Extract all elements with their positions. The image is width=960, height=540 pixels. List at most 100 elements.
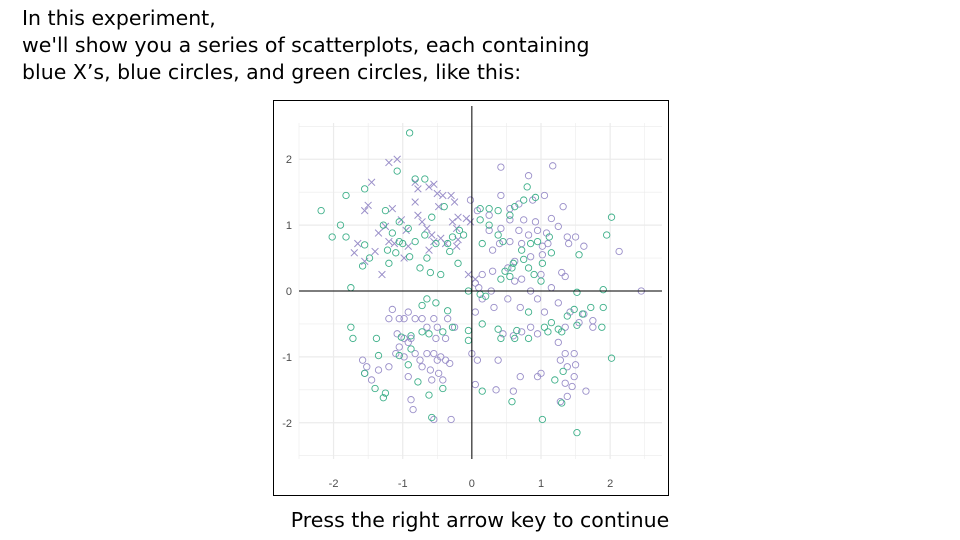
data-point-blue-circle xyxy=(497,224,505,233)
x-stroke xyxy=(423,224,431,233)
data-point-x xyxy=(450,198,459,206)
data-point-green-circle xyxy=(533,237,542,246)
data-point-blue-circle xyxy=(388,305,396,314)
x-stroke xyxy=(354,239,362,248)
data-point-green-circle xyxy=(336,221,345,229)
data-point-x xyxy=(371,247,379,256)
data-point-green-circle xyxy=(361,241,369,249)
data-point-green-circle xyxy=(358,262,367,270)
data-point-blue-circle xyxy=(506,237,514,246)
data-point-green-circle xyxy=(513,326,521,335)
data-point-green-circle xyxy=(347,284,355,292)
data-point-green-circle xyxy=(547,318,556,327)
data-point-green-circle xyxy=(607,354,616,362)
data-point-green-circle xyxy=(520,255,528,264)
x-stroke xyxy=(450,198,459,206)
data-point-blue-circle xyxy=(423,349,431,358)
data-point-green-circle xyxy=(395,237,403,246)
data-point-green-circle xyxy=(598,323,606,331)
data-point-blue-circle xyxy=(404,372,412,381)
data-point-blue-circle xyxy=(471,308,479,316)
data-point-green-circle xyxy=(428,413,436,422)
data-point-green-circle xyxy=(499,237,507,246)
data-point-x xyxy=(448,218,457,226)
data-point-green-circle xyxy=(395,351,403,360)
data-point-green-circle xyxy=(328,233,336,241)
x-stroke xyxy=(433,189,442,198)
x-stroke xyxy=(385,237,393,246)
data-point-green-circle xyxy=(446,247,454,256)
data-point-x xyxy=(360,257,369,266)
x-tick-label: 1 xyxy=(538,478,544,490)
data-point-green-circle xyxy=(497,275,505,283)
data-point-x xyxy=(414,185,422,193)
data-point-green-circle xyxy=(379,394,388,402)
data-point-green-circle xyxy=(547,249,556,257)
data-point-blue-circle xyxy=(589,316,597,325)
data-point-x xyxy=(430,237,438,246)
data-point-blue-circle xyxy=(517,239,526,248)
data-point-green-circle xyxy=(405,129,414,137)
x-stroke xyxy=(404,242,412,250)
data-point-x xyxy=(439,191,447,200)
data-point-blue-circle xyxy=(580,242,588,250)
y-tick-label: -1 xyxy=(282,352,292,364)
data-point-green-circle xyxy=(423,295,431,303)
data-point-blue-circle xyxy=(561,272,569,281)
data-point-green-circle xyxy=(411,237,419,246)
data-point-blue-circle xyxy=(478,270,486,279)
data-point-green-circle xyxy=(494,325,502,333)
data-point-green-circle xyxy=(464,326,473,335)
x-stroke xyxy=(414,211,422,219)
data-point-blue-circle xyxy=(475,284,483,292)
data-point-blue-circle xyxy=(497,163,505,171)
data-point-blue-circle xyxy=(554,338,562,347)
data-point-blue-circle xyxy=(582,387,590,395)
data-point-x xyxy=(378,270,386,279)
data-point-blue-circle xyxy=(490,303,498,312)
x-stroke xyxy=(390,239,399,248)
x-stroke xyxy=(425,246,433,254)
data-point-green-circle xyxy=(476,204,484,213)
data-point-green-circle xyxy=(485,221,493,229)
data-point-blue-circle xyxy=(524,231,533,239)
x-stroke xyxy=(367,178,376,187)
data-point-green-circle xyxy=(520,196,528,204)
data-point-green-circle xyxy=(476,216,484,224)
data-point-blue-circle xyxy=(367,376,376,384)
data-point-blue-circle xyxy=(520,216,528,224)
data-point-green-circle xyxy=(506,211,514,219)
data-point-green-circle xyxy=(573,288,581,296)
data-point-green-circle xyxy=(494,206,502,215)
data-point-green-circle xyxy=(381,206,390,215)
data-point-blue-circle xyxy=(506,216,514,224)
example-scatterplot: -2 -1 0 1 2 -2 -1 0 1 2 xyxy=(273,100,669,496)
data-point-blue-circle xyxy=(441,334,450,343)
data-point-green-circle xyxy=(416,264,424,272)
data-point-green-circle xyxy=(405,253,414,261)
data-point-green-circle xyxy=(531,193,540,202)
data-point-blue-circle xyxy=(516,303,524,312)
data-point-blue-circle xyxy=(538,242,547,250)
data-point-blue-circle xyxy=(395,315,403,323)
data-point-blue-circle xyxy=(466,196,475,204)
data-point-blue-circle xyxy=(494,356,502,364)
data-point-blue-circle xyxy=(385,363,393,371)
data-point-green-circle xyxy=(381,389,390,397)
data-point-green-circle xyxy=(421,175,429,183)
data-point-blue-circle xyxy=(547,284,556,292)
data-point-blue-circle xyxy=(395,343,403,351)
data-point-green-circle xyxy=(603,231,611,239)
data-point-x xyxy=(462,214,471,223)
data-point-green-circle xyxy=(599,303,607,312)
x-stroke xyxy=(385,158,393,167)
data-point-green-circle xyxy=(439,328,447,336)
data-point-x xyxy=(428,231,436,239)
data-point-x xyxy=(390,239,399,248)
data-point-green-circle xyxy=(411,175,419,183)
data-point-blue-circle xyxy=(531,218,540,226)
data-point-green-circle xyxy=(428,213,436,221)
data-point-blue-circle xyxy=(571,361,580,369)
data-point-green-circle xyxy=(439,384,447,393)
data-point-blue-circle xyxy=(533,295,542,303)
